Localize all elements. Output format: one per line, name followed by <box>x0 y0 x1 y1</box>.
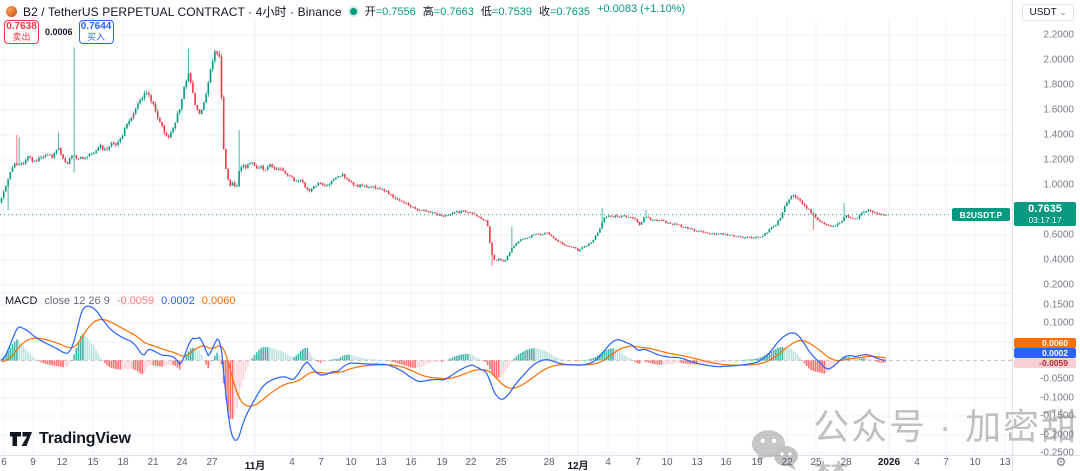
time-tick-label: 4 <box>289 457 295 468</box>
high-value: =0.7663 <box>433 6 474 18</box>
price-tick-label: 1.0000 <box>1043 179 1074 191</box>
macd-line-value: 0.0002 <box>161 295 195 307</box>
time-tick-label: 11月 <box>244 461 266 471</box>
time-tick-label: 15 <box>87 457 99 468</box>
price-tick-label: 1.2000 <box>1043 154 1074 166</box>
price-tick-label: 0.2000 <box>1043 279 1074 291</box>
chart-header: B2 / TetherUS PERPETUAL CONTRACT · 4小时 ·… <box>6 3 685 19</box>
time-tick-label: 12月 <box>567 461 589 471</box>
macd-tick-label: -0.1000 <box>1040 392 1074 404</box>
macd-signal-value: 0.0060 <box>201 295 236 307</box>
spread-value: 0.0006 <box>45 26 73 37</box>
time-tick-label: 16 <box>405 457 417 468</box>
macd-tick-label: -0.1500 <box>1040 410 1074 422</box>
time-tick-label: 22 <box>781 457 793 468</box>
time-tick-label: 28 <box>543 457 555 468</box>
tradingview-logo[interactable]: TradingView <box>10 430 131 448</box>
time-tick-label: 25 <box>810 457 822 468</box>
ohlc-values: 开=0.7556 高=0.7663 低=0.7539 收=0.7635 +0.0… <box>365 3 685 19</box>
time-tick-label: 16 <box>720 457 732 468</box>
price-tick-label: 1.6000 <box>1043 104 1074 116</box>
macd-tick-label: 0.1500 <box>1043 299 1074 311</box>
macd-tick-label: -0.2000 <box>1040 429 1074 441</box>
time-tick-label: 9 <box>30 457 36 468</box>
tradingview-logo-text: TradingView <box>39 430 131 447</box>
close-label: 收 <box>538 6 550 18</box>
trade-widget: 0.7638 卖出 0.0006 0.7644 买入 <box>4 20 114 44</box>
time-tick-label: 6 <box>1 457 7 468</box>
time-tick-label: 19 <box>751 457 763 468</box>
price-tick-label: 0.4000 <box>1043 254 1074 266</box>
last-price-value: 0.7635 <box>1028 203 1062 215</box>
buy-label: 买入 <box>87 31 106 42</box>
time-tick-label: 22 <box>465 457 477 468</box>
time-tick-label: 24 <box>176 457 188 468</box>
time-tick-label: 10 <box>345 457 357 468</box>
macd-value-tag: -0.0059 <box>1014 358 1076 368</box>
macd-value-tag: 0.0002 <box>1014 348 1076 358</box>
time-tick-label: 4 <box>914 457 920 468</box>
macd-hist-value: -0.0059 <box>116 295 155 307</box>
macd-tick-label: -0.2500 <box>1040 447 1074 459</box>
buy-price: 0.7644 <box>80 21 112 32</box>
high-label: 高 <box>422 6 434 18</box>
buy-button[interactable]: 0.7644 买入 <box>78 20 114 44</box>
time-tick-label: 12 <box>56 457 68 468</box>
time-tick-label: 13 <box>691 457 703 468</box>
macd-tick-label: 0.1000 <box>1043 317 1074 329</box>
price-tick-label: 2.2000 <box>1043 29 1074 41</box>
time-tick-label: 10 <box>661 457 673 468</box>
open-label: 开 <box>364 6 376 18</box>
close-value: =0.7635 <box>549 6 591 18</box>
time-axis[interactable]: 6 9 12 15 18 21 24 27 11月 4 7 10 13 16 19 22 25 28 12月 4 7 10… <box>0 456 1080 471</box>
macd-title: MACD <box>5 295 38 307</box>
time-tick-label: 18 <box>117 457 129 468</box>
price-tick-label: 1.8000 <box>1043 79 1074 91</box>
last-price-tag: 0.7635 03:17:17 <box>1014 202 1076 226</box>
change-value: +0.0083 (+1.10%) <box>597 3 686 15</box>
time-tick-label: 28 <box>840 457 852 468</box>
low-value: =0.7539 <box>491 6 532 18</box>
watermark-text: 公众号 · 加密甜梦 <box>813 406 1080 471</box>
macd-tick-label: -0.0500 <box>1040 373 1074 385</box>
axis-settings-gear-icon[interactable]: ⚙ <box>1055 455 1067 469</box>
time-tick-label: 10 <box>969 457 981 468</box>
tradingview-mark-icon <box>10 432 32 446</box>
bar-countdown: 03:17:17 <box>1028 215 1062 225</box>
time-tick-label: 7 <box>635 457 641 468</box>
sell-price: 0.7638 <box>6 21 37 32</box>
macd-value-tag: 0.0060 <box>1014 338 1076 348</box>
time-tick-label: 7 <box>943 457 949 468</box>
time-tick-label: 2026 <box>877 457 901 468</box>
time-tick-label: 13 <box>375 457 387 468</box>
time-tick-label: 4 <box>605 457 611 468</box>
time-tick-label: 13 <box>999 457 1011 468</box>
market-status-dot-icon[interactable] <box>349 7 357 15</box>
symbol-logo-icon <box>6 5 17 17</box>
price-axis[interactable]: 2.2000 2.0000 1.8000 1.6000 1.4000 1.2000 1.00… <box>1013 0 1080 459</box>
time-tick-label: 19 <box>436 457 448 468</box>
last-price-symbol-tag: B2USDT.P <box>952 208 1010 221</box>
symbol-title[interactable]: B2 / TetherUS PERPETUAL CONTRACT · 4小时 ·… <box>23 4 342 19</box>
sell-label: 卖出 <box>12 31 31 42</box>
sell-button[interactable]: 0.7638 卖出 <box>4 20 39 44</box>
time-tick-label: 25 <box>495 457 507 468</box>
chevron-down-icon: ⌄ <box>1059 7 1067 17</box>
time-tick-label: 21 <box>147 457 159 468</box>
macd-status-row[interactable]: MACD close 12 26 9 -0.0059 0.0002 0.0060 <box>5 295 235 307</box>
price-tick-label: 0.6000 <box>1043 229 1074 241</box>
price-tick-label: 2.0000 <box>1043 54 1074 66</box>
time-tick-label: 7 <box>318 457 324 468</box>
watermark: 公众号 · 加密甜梦 <box>750 398 1080 471</box>
macd-params: close 12 26 9 <box>44 295 110 307</box>
currency-label: USDT <box>1029 7 1057 18</box>
wechat-icon <box>751 430 798 471</box>
currency-unit-button[interactable]: USDT ⌄ <box>1022 4 1074 21</box>
price-tick-label: 1.4000 <box>1043 129 1074 141</box>
low-label: 低 <box>480 6 492 18</box>
time-tick-label: 27 <box>206 457 218 468</box>
open-value: =0.7556 <box>375 6 416 18</box>
